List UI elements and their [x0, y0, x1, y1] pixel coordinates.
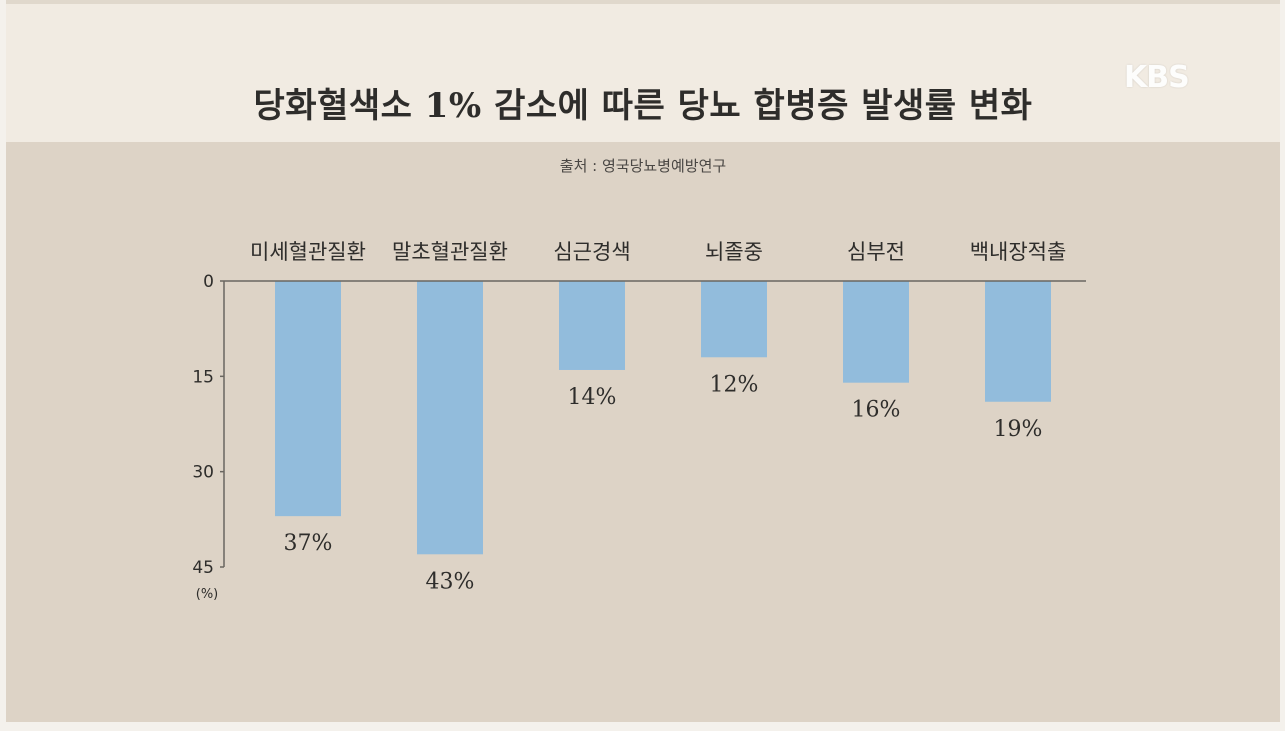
kbs-logo: KBS	[1124, 60, 1190, 95]
value-label-2: 43%	[426, 569, 475, 594]
category-label-3: 심근경색	[553, 240, 630, 264]
y-tick-label-1: 0	[203, 272, 214, 292]
value-label-5: 16%	[852, 398, 901, 423]
bottom-edge	[0, 722, 1285, 731]
y-tick-label-3: 30	[192, 463, 214, 483]
category-label-4: 뇌졸중	[705, 240, 763, 264]
y-tick-label-4: 45	[192, 558, 214, 578]
bar-1	[275, 281, 341, 517]
category-label-1: 미세혈관질환	[250, 240, 366, 264]
value-label-6: 19%	[994, 417, 1043, 442]
bar-2	[417, 281, 483, 555]
right-edge	[1280, 0, 1285, 731]
bar-6	[985, 281, 1051, 402]
category-label-2: 말초혈관질환	[392, 240, 508, 264]
category-label-5: 심부전	[847, 240, 905, 264]
category-label-6: 백내장적출	[970, 240, 1067, 264]
value-label-4: 12%	[710, 372, 759, 397]
bar-3	[559, 281, 625, 370]
chart-area	[6, 142, 1280, 722]
y-unit-label: (%)	[196, 587, 219, 602]
chart-source: 출처 : 영국당뇨병예방연구	[559, 157, 727, 175]
bar-5	[843, 281, 909, 383]
value-label-1: 37%	[284, 531, 333, 556]
left-edge	[0, 0, 6, 731]
value-label-3: 14%	[568, 385, 617, 410]
y-tick-label-2: 15	[192, 367, 214, 387]
bar-4	[701, 281, 767, 358]
chart-title: 당화혈색소 1% 감소에 따른 당뇨 합병증 발생률 변화	[253, 86, 1033, 126]
header-band	[6, 4, 1280, 142]
